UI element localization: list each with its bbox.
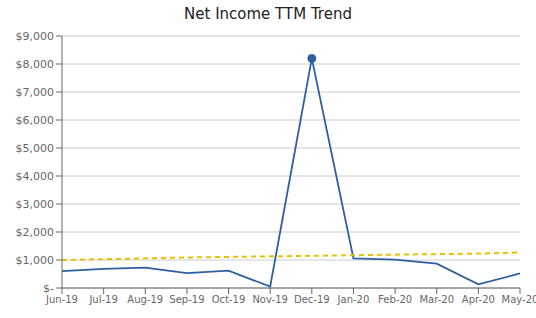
svg-text:Apr-20: Apr-20 (462, 294, 495, 305)
svg-text:$3,000: $3,000 (16, 198, 55, 211)
svg-text:$8,000: $8,000 (16, 58, 55, 71)
svg-text:Nov-19: Nov-19 (252, 294, 288, 305)
svg-text:Aug-19: Aug-19 (127, 294, 163, 305)
svg-text:May-20: May-20 (502, 294, 528, 305)
svg-text:Feb-20: Feb-20 (378, 294, 412, 305)
svg-text:Dec-19: Dec-19 (294, 294, 330, 305)
svg-text:$4,000: $4,000 (16, 170, 55, 183)
svg-text:Jan-20: Jan-20 (337, 294, 370, 305)
svg-text:Jul-19: Jul-19 (88, 294, 117, 305)
svg-text:$-: $- (43, 282, 54, 295)
svg-text:Mar-20: Mar-20 (419, 294, 454, 305)
svg-text:Oct-19: Oct-19 (212, 294, 246, 305)
svg-text:$1,000: $1,000 (16, 254, 55, 267)
html-text:Net Income TTM Trend: Net Income TTM Trend (184, 5, 352, 23)
svg-text:$6,000: $6,000 (16, 114, 55, 127)
svg-text:$9,000: $9,000 (16, 30, 55, 43)
svg-text:$2,000: $2,000 (16, 226, 55, 239)
svg-text:Sep-19: Sep-19 (169, 294, 204, 305)
svg-text:$5,000: $5,000 (16, 142, 55, 155)
svg-text:$7,000: $7,000 (16, 86, 55, 99)
svg-text:Jun-19: Jun-19 (45, 294, 78, 305)
